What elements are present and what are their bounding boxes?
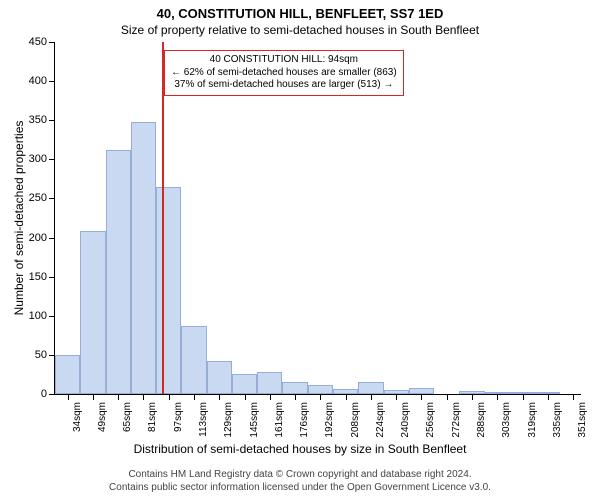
ytick-label: 300 [19, 153, 47, 165]
ytick-label: 50 [19, 349, 47, 361]
ytick-label: 400 [19, 75, 47, 87]
xtick-mark [118, 394, 119, 400]
xtick-mark [346, 394, 347, 400]
y-axis-label: Number of semi-detached properties [12, 42, 26, 394]
xtick-mark [523, 394, 524, 400]
xtick-mark [245, 394, 246, 400]
xtick-mark [93, 394, 94, 400]
xtick-mark [371, 394, 372, 400]
annotation-line1: 40 CONSTITUTION HILL: 94sqm [210, 54, 358, 65]
annotation-line3: 37% of semi-detached houses are larger (… [174, 79, 393, 90]
histogram-bar [181, 326, 206, 394]
histogram-bar [131, 122, 156, 394]
ytick-label: 100 [19, 310, 47, 322]
histogram-bar [232, 374, 257, 394]
ytick-mark [49, 81, 55, 82]
xtick-mark [573, 394, 574, 400]
xtick-mark [447, 394, 448, 400]
ytick-mark [49, 394, 55, 395]
xtick-mark [396, 394, 397, 400]
attribution-line1: Contains HM Land Registry data © Crown c… [128, 469, 471, 480]
xtick-mark [421, 394, 422, 400]
chart-subtitle: Size of property relative to semi-detach… [0, 23, 600, 37]
xtick-mark [270, 394, 271, 400]
ytick-mark [49, 277, 55, 278]
xtick-mark [472, 394, 473, 400]
xtick-mark [548, 394, 549, 400]
xtick-mark [68, 394, 69, 400]
ytick-mark [49, 316, 55, 317]
annotation-line2: ← 62% of semi-detached houses are smalle… [171, 67, 397, 78]
ytick-mark [49, 120, 55, 121]
ytick-label: 450 [19, 36, 47, 48]
histogram-bar [80, 231, 105, 394]
xtick-mark [194, 394, 195, 400]
histogram-bar [156, 187, 181, 394]
attribution-text: Contains HM Land Registry data © Crown c… [0, 468, 600, 494]
chart-container: 40, CONSTITUTION HILL, BENFLEET, SS7 1ED… [0, 0, 600, 500]
ytick-mark [49, 42, 55, 43]
histogram-bar [55, 355, 80, 394]
ytick-label: 150 [19, 271, 47, 283]
ytick-label: 250 [19, 192, 47, 204]
ytick-label: 350 [19, 114, 47, 126]
x-axis-label: Distribution of semi-detached houses by … [0, 442, 600, 456]
ytick-mark [49, 159, 55, 160]
histogram-bar [358, 382, 383, 394]
histogram-bar [257, 372, 282, 394]
chart-title: 40, CONSTITUTION HILL, BENFLEET, SS7 1ED [0, 6, 600, 21]
ytick-label: 200 [19, 232, 47, 244]
xtick-mark [497, 394, 498, 400]
attribution-line2: Contains public sector information licen… [109, 482, 491, 493]
xtick-mark [169, 394, 170, 400]
histogram-bar [282, 382, 307, 395]
xtick-mark [219, 394, 220, 400]
annotation-box: 40 CONSTITUTION HILL: 94sqm ← 62% of semi… [164, 50, 404, 96]
ytick-mark [49, 238, 55, 239]
histogram-bar [308, 385, 333, 394]
histogram-bar [207, 361, 232, 394]
xtick-mark [320, 394, 321, 400]
ytick-label: 0 [19, 388, 47, 400]
xtick-mark [295, 394, 296, 400]
histogram-bar [106, 150, 131, 394]
ytick-mark [49, 198, 55, 199]
xtick-mark [143, 394, 144, 400]
